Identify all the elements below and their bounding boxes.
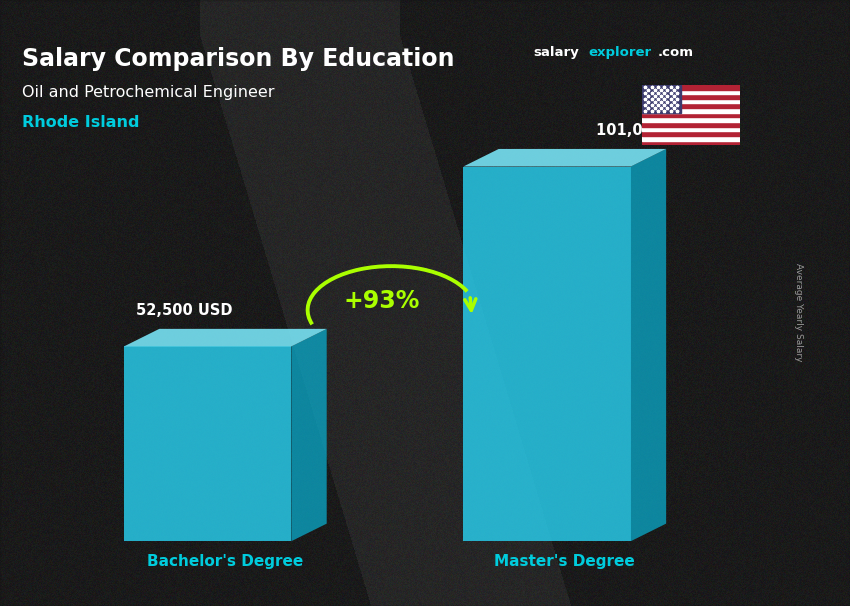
Bar (642, 104, 740, 108)
Text: salary: salary (533, 45, 579, 59)
Polygon shape (124, 329, 326, 347)
Polygon shape (463, 149, 666, 167)
Text: Salary Comparison By Education: Salary Comparison By Education (21, 47, 454, 72)
Bar (642, 118, 740, 122)
Text: Average Yearly Salary: Average Yearly Salary (794, 263, 802, 361)
Polygon shape (463, 167, 631, 541)
Bar (642, 127, 740, 132)
Bar (642, 141, 740, 145)
Text: Bachelor's Degree: Bachelor's Degree (147, 554, 303, 569)
Text: 52,500 USD: 52,500 USD (136, 302, 233, 318)
Bar (642, 132, 740, 136)
Bar (642, 108, 740, 113)
Bar (642, 122, 740, 127)
Bar (642, 94, 740, 99)
Text: explorer: explorer (588, 45, 651, 59)
Text: Master's Degree: Master's Degree (495, 554, 635, 569)
Polygon shape (124, 347, 292, 541)
Bar (642, 113, 740, 118)
Text: .com: .com (658, 45, 694, 59)
Bar (642, 85, 740, 90)
Text: Rhode Island: Rhode Island (21, 115, 139, 130)
Bar (642, 99, 740, 104)
Text: 101,000 USD: 101,000 USD (596, 122, 703, 138)
Text: +93%: +93% (344, 288, 420, 313)
Bar (642, 85, 681, 113)
Polygon shape (292, 329, 326, 541)
Polygon shape (631, 149, 666, 541)
Text: Oil and Petrochemical Engineer: Oil and Petrochemical Engineer (21, 85, 275, 100)
Bar (642, 90, 740, 94)
Bar (642, 136, 740, 141)
